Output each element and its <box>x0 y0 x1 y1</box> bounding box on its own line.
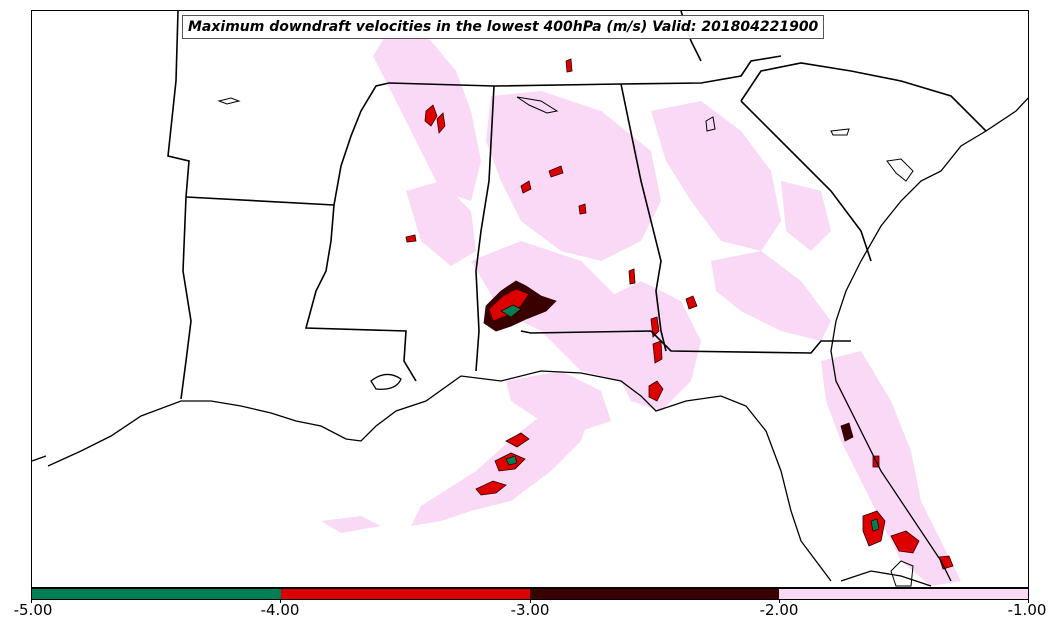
colorbar-segment-red <box>281 589 530 599</box>
colorbar-tick-label: -1.00 <box>1007 601 1047 619</box>
colorbar-tick <box>530 599 531 603</box>
colorbar-tick <box>280 599 281 603</box>
map-title: Maximum downdraft velocities in the lowe… <box>182 15 825 39</box>
downdraft-pink-field <box>321 19 961 586</box>
colorbar-tick-label: -2.00 <box>759 601 799 619</box>
colorbar-tick <box>779 599 780 603</box>
colorbar-tick <box>31 599 32 603</box>
colorbar-segment-maroon <box>530 589 779 599</box>
map-canvas <box>32 11 1028 587</box>
inland-water <box>217 96 914 587</box>
state-borders <box>167 11 987 400</box>
coastline <box>32 97 1028 587</box>
colorbar-segment-green <box>32 589 281 599</box>
colorbar-tick-label: -4.00 <box>260 601 300 619</box>
colorbar-segment-pink <box>779 589 1028 599</box>
colorbar-tick-label: -5.00 <box>13 601 53 619</box>
colorbar-tick-label: -3.00 <box>510 601 550 619</box>
colorbar-tick <box>1028 599 1029 603</box>
map-frame <box>31 10 1029 588</box>
